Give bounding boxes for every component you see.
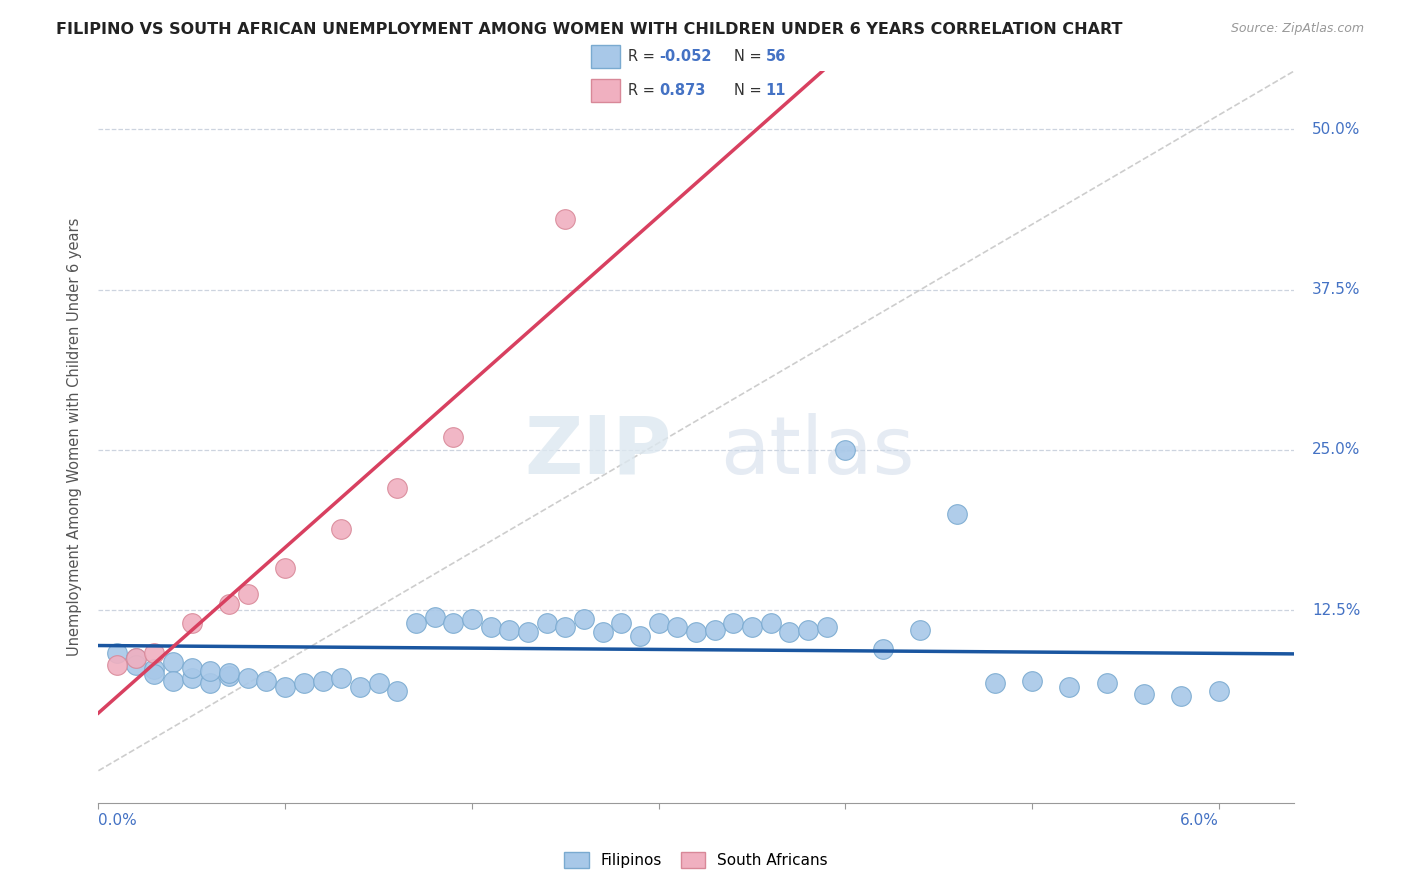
Point (218, 666, 240, 681)
Point (311, 673, 333, 688)
Point (797, 623, 820, 637)
Point (1133, 687, 1156, 701)
Point (946, 507, 969, 521)
Point (143, 667, 166, 681)
Point (703, 623, 725, 637)
Point (423, 609, 446, 624)
Point (125, 650, 148, 665)
Point (479, 620, 502, 634)
Point (236, 587, 259, 601)
Point (387, 684, 409, 698)
Text: 0.873: 0.873 (659, 83, 706, 98)
Point (274, 681, 297, 695)
Point (162, 673, 184, 688)
Point (405, 616, 427, 631)
Text: ZIP: ZIP (524, 413, 672, 491)
Text: -0.052: -0.052 (659, 49, 711, 64)
Point (218, 669, 240, 683)
Point (647, 616, 669, 631)
Y-axis label: Unemployment Among Women with Children Under 6 years: Unemployment Among Women with Children U… (67, 218, 83, 657)
Point (274, 561, 297, 575)
FancyBboxPatch shape (592, 45, 620, 68)
Point (180, 616, 202, 631)
Text: 0.0%: 0.0% (98, 814, 138, 828)
Point (628, 629, 651, 643)
Text: 50.0%: 50.0% (1312, 121, 1361, 136)
Point (236, 671, 259, 685)
Point (292, 676, 315, 690)
Point (815, 620, 838, 634)
Text: R =: R = (627, 49, 659, 64)
Point (218, 597, 240, 611)
Point (461, 612, 484, 626)
Point (778, 625, 800, 640)
Legend: Filipinos, South Africans: Filipinos, South Africans (557, 845, 835, 876)
Point (162, 655, 184, 669)
Point (1059, 681, 1081, 695)
Text: Source: ZipAtlas.com: Source: ZipAtlas.com (1230, 22, 1364, 36)
Point (441, 616, 464, 631)
Point (349, 681, 371, 695)
Point (256, 673, 278, 688)
Point (516, 625, 538, 640)
Point (1208, 684, 1230, 698)
Point (610, 616, 633, 631)
Point (387, 482, 409, 496)
Point (554, 620, 576, 634)
Text: 56: 56 (765, 49, 786, 64)
Point (330, 671, 353, 685)
Text: R =: R = (627, 83, 659, 98)
Point (759, 616, 782, 631)
Text: 11: 11 (765, 83, 786, 98)
Text: FILIPINO VS SOUTH AFRICAN UNEMPLOYMENT AMONG WOMEN WITH CHILDREN UNDER 6 YEARS C: FILIPINO VS SOUTH AFRICAN UNEMPLOYMENT A… (56, 22, 1123, 37)
Point (536, 616, 558, 631)
Point (572, 612, 595, 626)
Point (125, 650, 148, 665)
Point (105, 646, 128, 660)
Text: 6.0%: 6.0% (1180, 814, 1219, 828)
Text: N =: N = (734, 49, 766, 64)
Point (872, 641, 894, 656)
Point (908, 623, 931, 637)
Point (367, 676, 389, 690)
Point (498, 623, 520, 637)
Point (1095, 676, 1118, 690)
FancyBboxPatch shape (592, 79, 620, 102)
Text: atlas: atlas (720, 413, 914, 491)
Point (143, 646, 166, 660)
Point (741, 620, 763, 634)
Point (180, 661, 202, 675)
Point (441, 430, 464, 444)
Point (200, 664, 222, 678)
Point (592, 625, 614, 640)
Point (105, 658, 128, 673)
Point (834, 442, 856, 457)
Point (554, 211, 576, 226)
Point (723, 616, 745, 631)
Point (666, 620, 689, 634)
Point (200, 676, 222, 690)
Point (1021, 673, 1043, 688)
Point (125, 658, 148, 673)
Text: 25.0%: 25.0% (1312, 442, 1361, 458)
Text: 12.5%: 12.5% (1312, 603, 1361, 618)
Point (984, 676, 1007, 690)
Point (180, 671, 202, 685)
Point (685, 625, 707, 640)
Text: N =: N = (734, 83, 766, 98)
Point (330, 523, 353, 537)
Text: 37.5%: 37.5% (1312, 282, 1361, 297)
Point (1170, 690, 1192, 704)
Point (143, 662, 166, 676)
